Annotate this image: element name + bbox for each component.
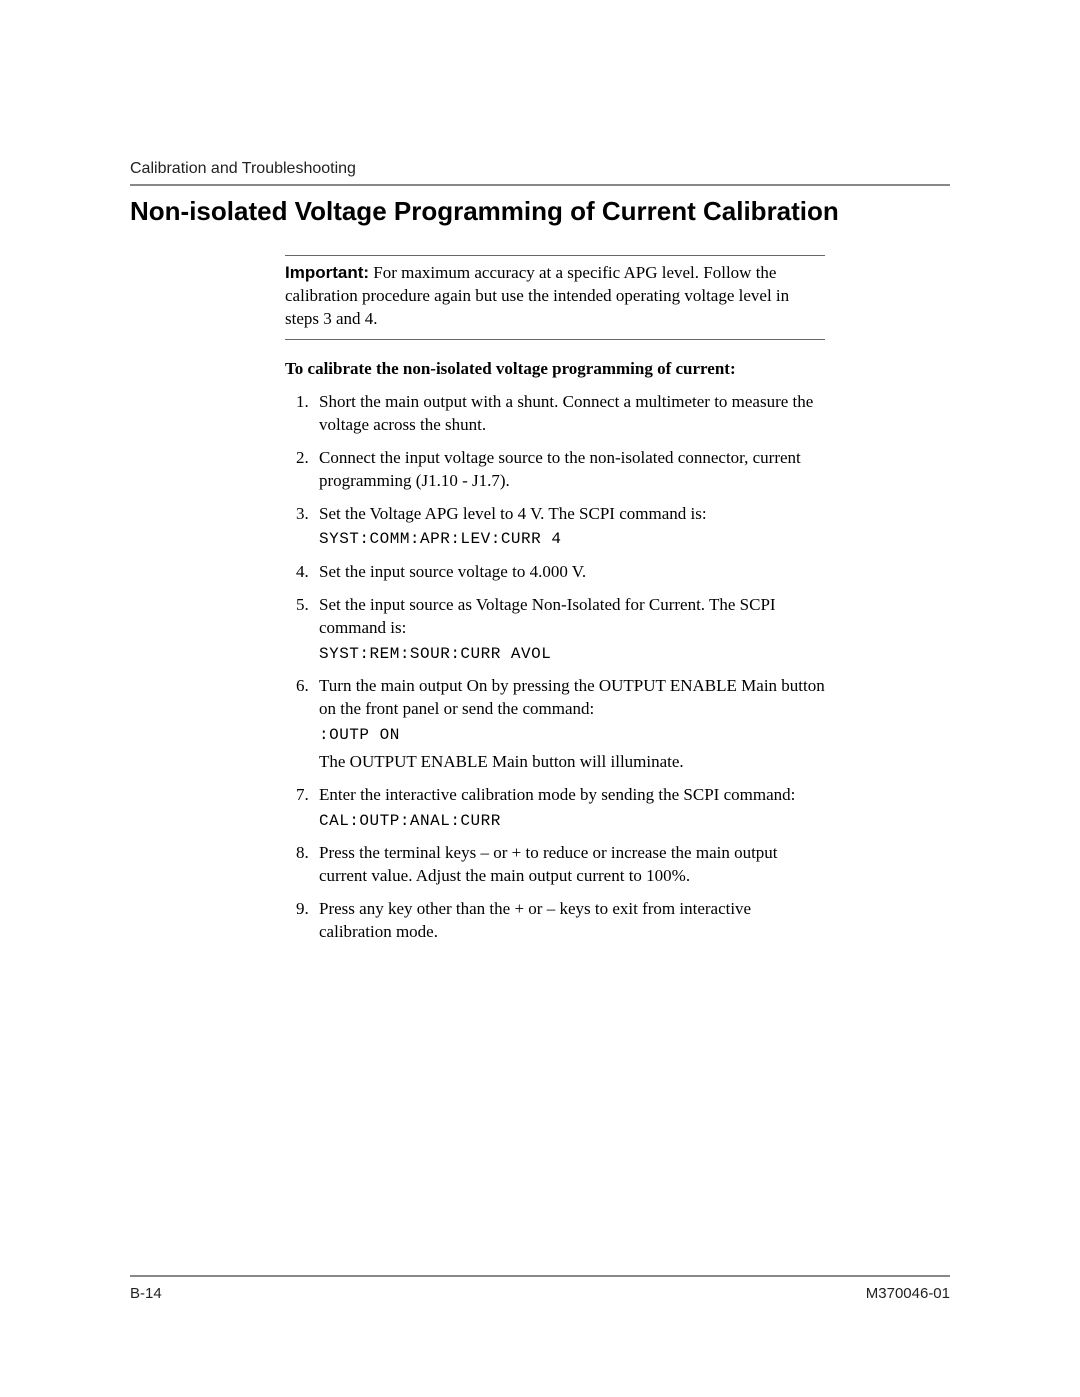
- page-number: B-14: [130, 1285, 162, 1302]
- step-2: Connect the input voltage source to the …: [313, 447, 825, 493]
- step-8: Press the terminal keys – or + to reduce…: [313, 842, 825, 888]
- step-5-text: Set the input source as Voltage Non-Isol…: [319, 594, 825, 640]
- step-6-code: :OUTP ON: [319, 725, 825, 747]
- content-block: Important: For maximum accuracy at a spe…: [285, 255, 825, 944]
- step-6-text: Turn the main output On by pressing the …: [319, 675, 825, 721]
- important-note: Important: For maximum accuracy at a spe…: [285, 255, 825, 340]
- document-number: M370046-01: [866, 1285, 950, 1302]
- page-footer: B-14 M370046-01: [130, 1275, 950, 1302]
- step-7-text: Enter the interactive calibration mode b…: [319, 784, 825, 807]
- step-7-code: CAL:OUTP:ANAL:CURR: [319, 811, 825, 833]
- step-6: Turn the main output On by pressing the …: [313, 675, 825, 773]
- important-label: Important:: [285, 263, 369, 282]
- procedure-subheading: To calibrate the non-isolated voltage pr…: [285, 358, 825, 381]
- footer-rule: [130, 1275, 950, 1277]
- step-7: Enter the interactive calibration mode b…: [313, 784, 825, 833]
- section-breadcrumb: Calibration and Troubleshooting: [130, 160, 950, 178]
- step-4: Set the input source voltage to 4.000 V.: [313, 561, 825, 584]
- document-page: Calibration and Troubleshooting Non-isol…: [0, 0, 1080, 1397]
- step-1: Short the main output with a shunt. Conn…: [313, 391, 825, 437]
- procedure-list: Short the main output with a shunt. Conn…: [285, 391, 825, 944]
- step-9: Press any key other than the + or – keys…: [313, 898, 825, 944]
- step-5-code: SYST:REM:SOUR:CURR AVOL: [319, 644, 825, 666]
- step-3: Set the Voltage APG level to 4 V. The SC…: [313, 503, 825, 552]
- header-rule: [130, 184, 950, 186]
- step-3-code: SYST:COMM:APR:LEV:CURR 4: [319, 529, 825, 551]
- step-3-text: Set the Voltage APG level to 4 V. The SC…: [319, 503, 825, 526]
- page-title: Non-isolated Voltage Programming of Curr…: [130, 196, 950, 227]
- step-6-after: The OUTPUT ENABLE Main button will illum…: [319, 751, 825, 774]
- step-5: Set the input source as Voltage Non-Isol…: [313, 594, 825, 665]
